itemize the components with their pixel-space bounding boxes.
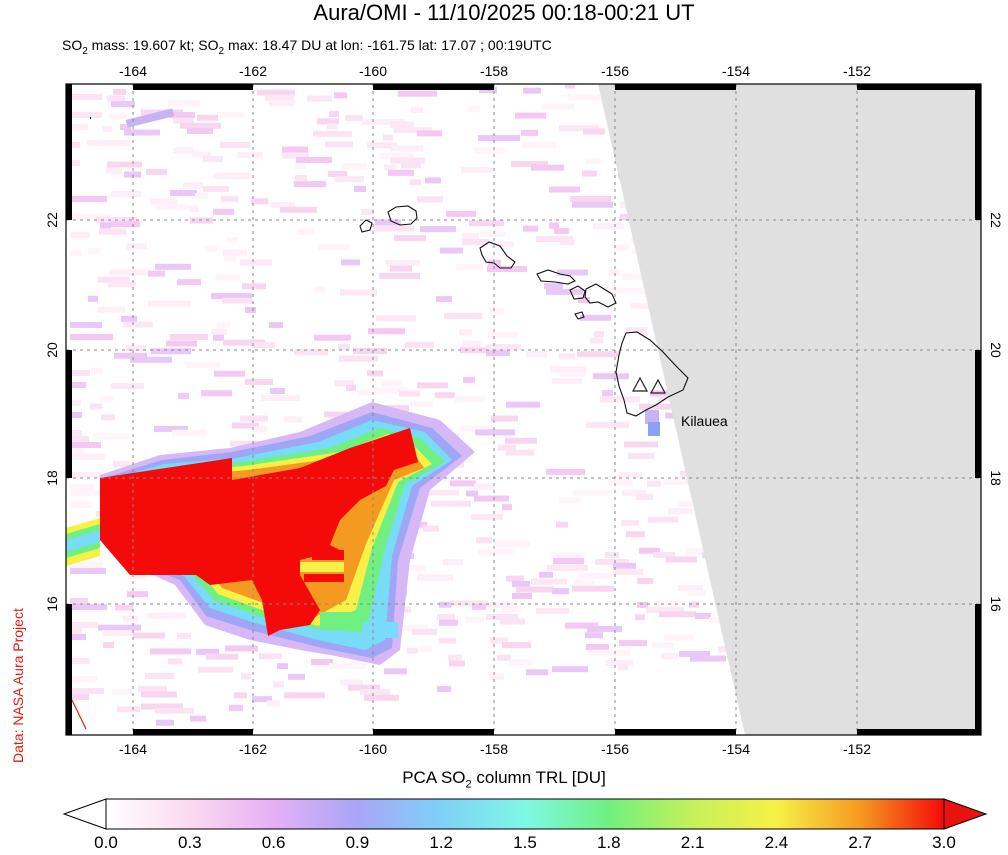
latitude-labels-left: 16 18 20 22	[44, 212, 60, 612]
plume-edge	[71, 699, 87, 730]
colorbar-label: PCA SO2 column TRL [DU]	[402, 768, 606, 791]
svg-text:22: 22	[44, 212, 60, 228]
niihau-island	[359, 219, 373, 233]
volcano-label-kilauea: Kilauea	[681, 413, 728, 429]
latitude-labels-right: 16 18 20 22	[988, 212, 1004, 612]
coastlines	[359, 205, 689, 417]
svg-text:-162: -162	[239, 63, 267, 79]
colorbar-max-arrow	[943, 798, 988, 830]
colorbar-tick-label: 0.9	[345, 833, 370, 852]
graticule	[66, 84, 981, 735]
svg-text:-158: -158	[480, 741, 508, 757]
colorbar-tick-label: 2.1	[680, 833, 705, 852]
hawaii-island	[615, 331, 689, 417]
svg-text:-164: -164	[119, 63, 147, 79]
svg-text:16: 16	[44, 596, 60, 612]
volcano-marker-icon	[649, 378, 667, 394]
svg-text:-162: -162	[239, 741, 267, 757]
svg-text:-154: -154	[722, 741, 750, 757]
svg-text:18: 18	[988, 470, 1004, 486]
kahoolawe-island	[574, 311, 585, 320]
colorbar-tick-label: 1.8	[596, 833, 621, 852]
colorbar-gradient	[106, 799, 944, 829]
svg-text:-164: -164	[119, 741, 147, 757]
svg-text:16: 16	[988, 596, 1004, 612]
svg-text:-158: -158	[480, 63, 508, 79]
maui-island	[584, 283, 617, 308]
svg-text:-154: -154	[722, 63, 750, 79]
colorbar-tick-label: 1.2	[429, 833, 453, 852]
colorbar-tick-label: 2.4	[764, 833, 789, 852]
longitude-labels-bottom: -164 -162 -160 -158 -156 -154 -152	[119, 741, 871, 757]
colorbar-tick-label: 2.7	[848, 833, 872, 852]
svg-text:18: 18	[44, 470, 60, 486]
svg-text:-160: -160	[359, 741, 387, 757]
map-border-scale	[66, 84, 981, 735]
svg-text:-152: -152	[843, 63, 871, 79]
oahu-island	[479, 241, 516, 269]
longitude-labels-top: -164 -162 -160 -158 -156 -154 -152	[119, 63, 871, 79]
so2-summary: SO2 mass: 19.607 kt; SO2 max: 18.47 DU a…	[62, 37, 552, 57]
svg-text:20: 20	[44, 342, 60, 358]
volcano-marker-icon	[631, 376, 649, 392]
svg-text:-156: -156	[601, 741, 629, 757]
kauai-island	[387, 205, 418, 226]
colorbar-tick-label: 3.0	[932, 833, 956, 852]
colorbar-tick-label: 1.5	[513, 833, 537, 852]
colorbar-min-arrow	[62, 798, 107, 830]
svg-text:22: 22	[988, 212, 1004, 228]
svg-text:20: 20	[988, 342, 1004, 358]
colorbar-tick-label: 0.6	[261, 833, 286, 852]
colorbar-tick-label: 0.3	[177, 833, 202, 852]
map-title: Aura/OMI - 11/10/2025 00:18-00:21 UT	[313, 0, 695, 25]
colorbar	[62, 798, 988, 830]
svg-text:-152: -152	[843, 741, 871, 757]
svg-text:-156: -156	[601, 63, 629, 79]
molokai-island	[536, 269, 576, 285]
lanai-island	[569, 285, 586, 300]
colorbar-tick-label: 0.0	[94, 833, 118, 852]
svg-text:-160: -160	[359, 63, 387, 79]
no-data-region	[598, 84, 981, 735]
